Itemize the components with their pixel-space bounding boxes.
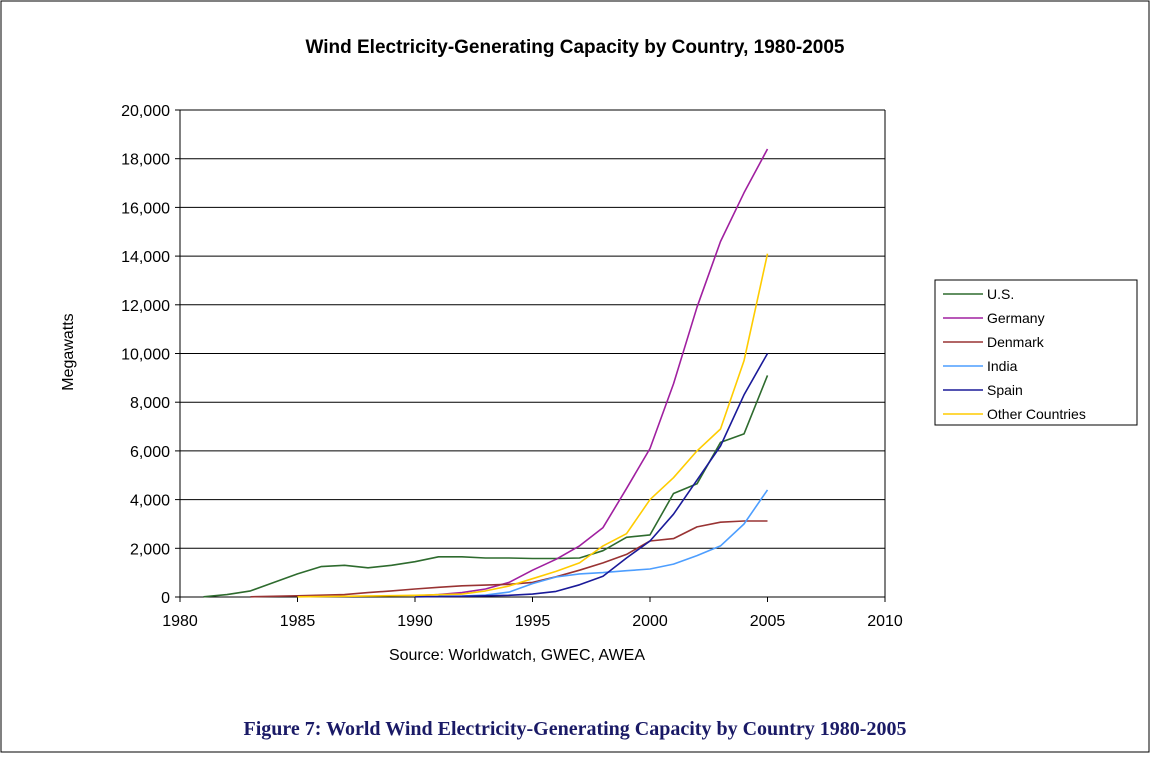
x-tick-label: 2005 (750, 613, 786, 630)
y-tick-label: 16,000 (121, 200, 170, 217)
chart-title: Wind Electricity-Generating Capacity by … (305, 37, 844, 58)
x-tick-label: 2010 (867, 613, 903, 630)
legend-box (934, 279, 1138, 426)
y-tick-label: 6,000 (130, 444, 170, 461)
legend-label: Denmark (987, 334, 1045, 350)
y-tick-label: 4,000 (130, 493, 170, 510)
x-tick-label: 2000 (632, 613, 668, 630)
y-tick-label: 20,000 (121, 103, 170, 120)
legend: U.S. Germany Denmark India Spain Other Countr… (934, 279, 1138, 426)
y-tick-label: 18,000 (121, 152, 170, 169)
legend-label: Germany (987, 310, 1045, 326)
legend-items: U.S. Germany Denmark India Spain Other Countr… (943, 286, 1086, 422)
y-tick-label: 10,000 (121, 347, 170, 364)
series-line-u-s- (203, 375, 769, 598)
series-line-spain (414, 353, 769, 598)
y-tick-labels: 0 2,000 4,000 6,000 8,000 10,000 12,000 14,000 1… (121, 103, 170, 607)
series-line-germany (414, 148, 769, 597)
axes (175, 109, 886, 602)
x-tick-label: 1985 (280, 613, 316, 630)
y-axis-label: Megawatts (60, 313, 77, 390)
y-tick-label: 12,000 (121, 298, 170, 315)
series-line-india (438, 489, 769, 598)
y-tick-label: 2,000 (130, 541, 170, 558)
y-tick-label: 8,000 (130, 395, 170, 412)
legend-label: India (987, 358, 1018, 374)
x-tick-label: 1990 (397, 613, 433, 630)
legend-label: Other Countries (987, 406, 1086, 422)
y-tick-label: 14,000 (121, 249, 170, 266)
series-lines (203, 148, 769, 598)
x-axis-label: Source: Worldwatch, GWEC, AWEA (389, 647, 645, 664)
series-line-denmark (250, 520, 768, 598)
legend-label: Spain (987, 382, 1023, 398)
x-tick-label: 1995 (515, 613, 551, 630)
x-tick-label: 1980 (162, 613, 198, 630)
y-tick-label: 0 (161, 590, 170, 607)
series-line-other-countries (297, 253, 769, 598)
figure-caption: Figure 7: World Wind Electricity-Generat… (244, 718, 907, 740)
x-tick-labels: 1980 1985 1990 1995 2000 2005 2010 (162, 613, 903, 630)
legend-label: U.S. (987, 286, 1014, 302)
